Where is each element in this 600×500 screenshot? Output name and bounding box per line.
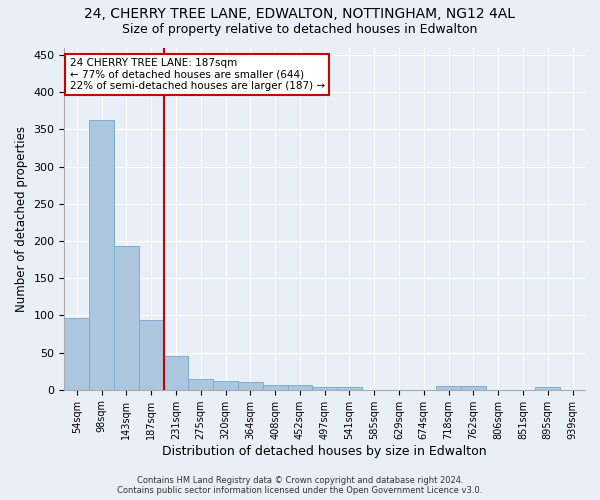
Bar — [436, 386, 461, 390]
Bar — [337, 388, 362, 390]
Bar — [213, 381, 238, 390]
Bar — [535, 386, 560, 390]
Bar — [461, 386, 486, 390]
Bar — [114, 246, 139, 390]
Text: Contains HM Land Registry data © Crown copyright and database right 2024.
Contai: Contains HM Land Registry data © Crown c… — [118, 476, 482, 495]
Text: 24 CHERRY TREE LANE: 187sqm
← 77% of detached houses are smaller (644)
22% of se: 24 CHERRY TREE LANE: 187sqm ← 77% of det… — [70, 58, 325, 91]
Bar — [139, 320, 164, 390]
Bar — [238, 382, 263, 390]
Text: 24, CHERRY TREE LANE, EDWALTON, NOTTINGHAM, NG12 4AL: 24, CHERRY TREE LANE, EDWALTON, NOTTINGH… — [85, 8, 515, 22]
Bar — [313, 386, 337, 390]
Bar — [164, 356, 188, 390]
X-axis label: Distribution of detached houses by size in Edwalton: Distribution of detached houses by size … — [163, 444, 487, 458]
Bar — [287, 386, 313, 390]
Bar — [89, 120, 114, 390]
Bar — [188, 378, 213, 390]
Bar — [64, 318, 89, 390]
Bar — [263, 384, 287, 390]
Y-axis label: Number of detached properties: Number of detached properties — [15, 126, 28, 312]
Text: Size of property relative to detached houses in Edwalton: Size of property relative to detached ho… — [122, 22, 478, 36]
